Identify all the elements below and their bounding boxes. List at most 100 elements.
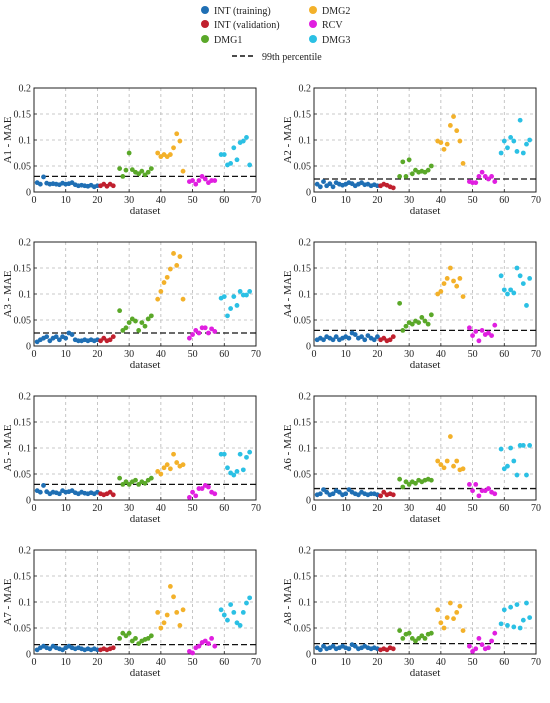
y-tick-label: 0.15 [294, 264, 312, 275]
legend-label-dmg3: DMG3 [322, 35, 350, 46]
series-int-validation-a7 [98, 645, 116, 653]
data-point [240, 610, 246, 615]
data-point [501, 138, 507, 144]
x-tick-label: 0 [312, 657, 317, 668]
y-axis-label-a2: A2 - MAE [282, 116, 294, 163]
data-point [117, 636, 123, 641]
data-point [435, 291, 441, 297]
data-point [321, 487, 326, 492]
data-point [505, 145, 510, 151]
data-point [56, 491, 62, 497]
data-point [438, 620, 444, 626]
scatter-plot-a7: 0 10 20 30 40 50 60 70 0 0.05 0.1 0.15 0.2 dataset A7 … [2, 546, 261, 680]
data-point [228, 306, 234, 311]
data-point [413, 638, 418, 644]
data-point [409, 636, 415, 641]
data-point [231, 472, 237, 478]
x-tick-label: 0 [32, 503, 37, 514]
data-point [508, 287, 514, 293]
data-point [403, 174, 409, 179]
data-point [482, 174, 488, 179]
x-tick-label: 30 [124, 503, 134, 514]
y-tick-label: 0.2 [299, 238, 312, 249]
series-int-training-a4 [314, 330, 380, 343]
data-point [142, 172, 148, 178]
series-dmg1-a3 [117, 308, 154, 333]
data-point [447, 123, 453, 128]
x-tick-label: 50 [468, 349, 478, 360]
data-point [387, 337, 393, 343]
x-tick-label: 20 [372, 195, 382, 206]
data-point [117, 308, 123, 314]
data-point [321, 643, 326, 649]
legend-label-dmg1: DMG1 [214, 35, 242, 46]
data-point [202, 638, 208, 644]
data-point [199, 174, 205, 179]
data-point [237, 289, 243, 294]
data-point [142, 480, 148, 486]
data-point [489, 333, 494, 338]
data-point [333, 334, 339, 340]
data-point [422, 318, 428, 324]
gridlines-a8 [314, 550, 536, 654]
legend-label-dmg2: DMG2 [322, 6, 350, 17]
data-point [148, 475, 154, 481]
data-point [133, 318, 138, 324]
data-point [171, 594, 176, 600]
chart-panel-a8: 0 10 20 30 40 50 60 70 0 0.05 0.1 0.15 0.2 dataset A8 … [282, 544, 550, 698]
x-tick-label: 40 [436, 349, 446, 360]
data-point [514, 602, 520, 607]
data-point [244, 292, 249, 298]
data-point [467, 643, 472, 649]
y-tick-label: 0.2 [19, 84, 32, 95]
data-point [148, 166, 154, 171]
x-tick-label: 10 [341, 503, 351, 514]
x-tick-label: 40 [156, 349, 166, 360]
data-point [136, 328, 142, 333]
series-int-training-a5 [34, 483, 100, 497]
data-point [158, 289, 164, 294]
data-point [498, 273, 504, 279]
data-point [498, 150, 504, 156]
series-int-training-a6 [314, 487, 380, 498]
data-point [244, 454, 249, 460]
x-tick-label: 40 [436, 503, 446, 514]
y-tick-label: 0.05 [294, 470, 312, 481]
x-tick-label: 30 [404, 657, 414, 668]
data-point [501, 607, 507, 613]
data-point [454, 458, 460, 464]
data-point [476, 174, 482, 179]
data-point [167, 584, 173, 589]
data-point [492, 322, 498, 328]
data-point [435, 607, 441, 613]
y-tick-label: 0.2 [299, 546, 312, 557]
data-point [123, 325, 129, 331]
series-rcv-a3 [187, 325, 218, 341]
series-rcv-a1 [187, 174, 218, 187]
data-point [428, 630, 434, 636]
data-point [422, 636, 428, 641]
x-tick-label: 20 [92, 503, 102, 514]
data-point [359, 334, 364, 340]
data-point [419, 633, 425, 639]
y-tick-label: 0 [306, 188, 311, 199]
data-point [190, 178, 195, 183]
series-int-validation-a2 [378, 181, 396, 191]
y-tick-label: 0.05 [294, 624, 312, 635]
data-point [171, 451, 176, 457]
x-tick-label: 70 [251, 503, 261, 514]
data-point [527, 137, 533, 143]
data-point [400, 636, 406, 641]
legend-item-dmg3: DMG3 [309, 35, 350, 46]
data-point [171, 251, 176, 256]
data-point [190, 332, 195, 337]
data-point [321, 337, 326, 343]
data-point [221, 451, 227, 457]
data-point [381, 489, 387, 495]
data-point [180, 168, 186, 174]
data-point [438, 462, 444, 468]
x-tick-label: 0 [312, 503, 317, 514]
x-tick-label: 50 [188, 503, 198, 514]
series-int-training-a7 [34, 643, 100, 653]
data-point [117, 475, 123, 481]
